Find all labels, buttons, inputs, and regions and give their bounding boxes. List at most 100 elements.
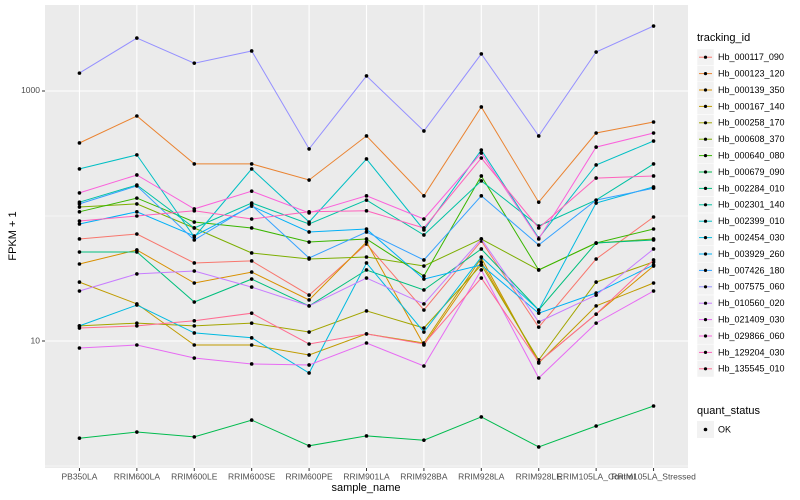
data-point xyxy=(249,259,254,263)
data-point xyxy=(651,215,656,219)
legend-point xyxy=(703,55,708,59)
legend-label: Hb_007426_180 xyxy=(718,265,785,275)
data-point xyxy=(422,438,426,442)
data-point xyxy=(192,356,197,360)
data-point xyxy=(422,217,426,221)
data-point xyxy=(364,134,369,138)
data-point xyxy=(249,49,254,53)
legend-label: Hb_002399_010 xyxy=(718,216,785,226)
data-point xyxy=(307,240,311,244)
data-point xyxy=(651,289,656,293)
legend-label: Hb_000679_090 xyxy=(718,167,785,177)
data-point xyxy=(135,324,139,328)
data-point xyxy=(651,404,656,408)
data-point xyxy=(249,285,254,289)
data-point xyxy=(422,364,426,368)
legend-label: Hb_129204_030 xyxy=(718,347,785,357)
data-point xyxy=(594,304,598,308)
legend-label: Hb_021409_030 xyxy=(718,314,785,324)
data-point xyxy=(77,141,82,145)
data-point xyxy=(307,210,311,214)
data-point xyxy=(651,131,656,135)
data-point xyxy=(364,198,369,202)
data-point xyxy=(249,251,254,255)
x-tick-label: RRIM600LA xyxy=(114,471,161,481)
data-point xyxy=(364,230,369,234)
data-point xyxy=(77,346,82,350)
data-point xyxy=(135,232,139,236)
legend-label: Hb_002454_030 xyxy=(718,232,785,242)
data-point xyxy=(479,151,484,155)
legend-point xyxy=(703,350,708,354)
data-point xyxy=(307,444,311,448)
legend-point xyxy=(703,203,708,207)
data-point xyxy=(77,167,82,171)
data-point xyxy=(192,319,197,323)
data-point xyxy=(479,194,484,198)
legend-label: Hb_029866_060 xyxy=(718,331,785,341)
data-point xyxy=(249,226,254,230)
legend-label: Hb_000608_370 xyxy=(718,134,785,144)
data-point xyxy=(364,332,369,336)
legend-point xyxy=(703,285,708,289)
data-point xyxy=(307,178,311,182)
data-point xyxy=(192,269,197,273)
data-point xyxy=(422,194,426,198)
data-point xyxy=(192,261,197,265)
data-point xyxy=(364,157,369,161)
y-tick-label: 10 xyxy=(31,335,41,345)
data-point xyxy=(536,311,541,315)
data-point xyxy=(594,50,598,54)
data-point xyxy=(536,237,541,241)
data-point xyxy=(364,240,369,244)
legend-point xyxy=(703,367,708,371)
data-point xyxy=(307,298,311,302)
data-point xyxy=(479,247,484,251)
data-point xyxy=(422,326,426,330)
legend-point xyxy=(703,268,708,272)
data-point xyxy=(135,36,139,40)
data-point xyxy=(77,205,82,209)
data-point xyxy=(422,129,426,133)
legend-point xyxy=(703,104,708,108)
legend-point xyxy=(703,219,708,223)
x-tick-label: PB350LA xyxy=(61,471,97,481)
data-point xyxy=(192,324,197,328)
legend-point xyxy=(703,186,708,190)
data-point xyxy=(249,277,254,281)
data-point xyxy=(192,61,197,65)
data-point xyxy=(364,194,369,198)
legend-label: Hb_000117_090 xyxy=(718,52,784,62)
data-point xyxy=(536,200,541,204)
data-point xyxy=(364,341,369,345)
x-tick-label: RRIM928BA xyxy=(400,471,448,481)
x-tick-label: RRIM105LA_Stressed xyxy=(611,471,696,481)
legend-point xyxy=(703,334,708,338)
data-point xyxy=(422,308,426,312)
data-point xyxy=(135,430,139,434)
x-tick-label: RRIM600PE xyxy=(285,471,333,481)
data-point xyxy=(422,288,426,292)
data-point xyxy=(651,238,656,242)
legend-label: Hb_007575_060 xyxy=(718,282,785,292)
data-point xyxy=(364,227,369,231)
legend-point xyxy=(703,154,708,158)
data-point xyxy=(135,153,139,157)
data-point xyxy=(422,302,426,306)
data-point xyxy=(422,342,426,346)
legend-point xyxy=(703,137,708,141)
x-tick-label: RRIM901LA xyxy=(343,471,390,481)
data-point xyxy=(135,114,139,118)
data-point xyxy=(594,201,598,205)
data-point xyxy=(77,280,82,284)
data-point xyxy=(594,293,598,297)
data-point xyxy=(192,226,197,230)
data-point xyxy=(77,202,82,206)
x-tick-label: RRIM105LA_Control xyxy=(557,471,636,481)
data-point xyxy=(135,196,139,200)
data-point xyxy=(651,186,656,190)
data-point xyxy=(364,261,369,265)
data-point xyxy=(536,320,541,324)
data-point xyxy=(307,230,311,234)
data-point xyxy=(479,156,484,160)
